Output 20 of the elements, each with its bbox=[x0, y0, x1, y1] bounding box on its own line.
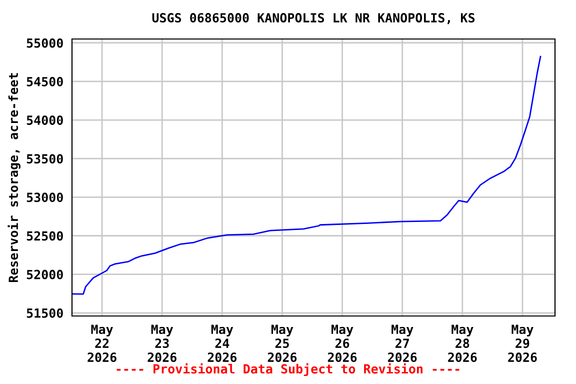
y-tick-label: 51500 bbox=[26, 308, 63, 318]
x-tick-label: May 23 2026 bbox=[148, 324, 176, 362]
x-tick-label: May 29 2026 bbox=[508, 324, 537, 362]
x-tick-label: May 24 2026 bbox=[208, 324, 237, 362]
y-tick-label: 55000 bbox=[26, 38, 63, 48]
x-tick-label: May 28 2026 bbox=[448, 324, 477, 362]
x-tick-label: May 22 2026 bbox=[88, 324, 116, 362]
line-series bbox=[72, 56, 542, 295]
y-tick-label: 53500 bbox=[26, 154, 63, 164]
x-tick-label: May 26 2026 bbox=[328, 324, 357, 362]
y-tick-label: 54500 bbox=[26, 76, 63, 86]
y-tick-label: 54000 bbox=[26, 115, 63, 125]
y-axis-title: Reservoir storage, acre-feet bbox=[8, 73, 20, 282]
y-tick-label: 53000 bbox=[26, 192, 63, 202]
x-tick-label: May 27 2026 bbox=[388, 324, 417, 362]
text: ---- Provisional Data Subject to Revision ---- bbox=[116, 363, 460, 376]
x-tick-label: May 25 2026 bbox=[268, 324, 297, 362]
y-tick-label: 52500 bbox=[26, 231, 63, 241]
y-tick-label: 52000 bbox=[26, 270, 63, 280]
chart-title: USGS 06865000 KANOPOLIS LK NR KANOPOLIS, KS bbox=[152, 13, 475, 24]
